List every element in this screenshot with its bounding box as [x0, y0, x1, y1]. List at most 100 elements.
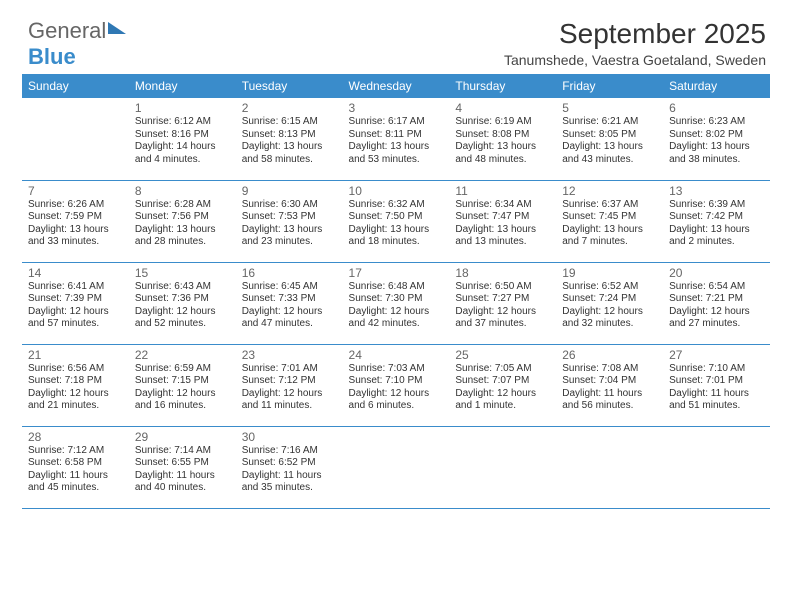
day-number: 11: [455, 184, 550, 198]
sunrise-text: Sunrise: 6:43 AM: [135, 281, 230, 294]
logo: General Blue: [28, 18, 126, 70]
sunrise-text: Sunrise: 6:50 AM: [455, 281, 550, 294]
daylight-text: Daylight: 12 hours and 16 minutes.: [135, 388, 230, 413]
day-number: 27: [669, 348, 764, 362]
day-cell: 16Sunrise: 6:45 AMSunset: 7:33 PMDayligh…: [236, 262, 343, 344]
sunset-text: Sunset: 8:05 PM: [562, 129, 657, 142]
day-number: 16: [242, 266, 337, 280]
col-saturday: Saturday: [663, 74, 770, 98]
sunset-text: Sunset: 7:56 PM: [135, 211, 230, 224]
sunrise-text: Sunrise: 7:05 AM: [455, 363, 550, 376]
calendar-page: General Blue September 2025 Tanumshede, …: [0, 0, 792, 612]
day-details: Sunrise: 7:03 AMSunset: 7:10 PMDaylight:…: [349, 363, 444, 413]
week-row: 28Sunrise: 7:12 AMSunset: 6:58 PMDayligh…: [22, 426, 770, 508]
day-number: 26: [562, 348, 657, 362]
sunrise-text: Sunrise: 6:28 AM: [135, 199, 230, 212]
week-row: 7Sunrise: 6:26 AMSunset: 7:59 PMDaylight…: [22, 180, 770, 262]
daylight-text: Daylight: 13 hours and 53 minutes.: [349, 141, 444, 166]
daylight-text: Daylight: 13 hours and 38 minutes.: [669, 141, 764, 166]
sunset-text: Sunset: 7:01 PM: [669, 375, 764, 388]
daylight-text: Daylight: 11 hours and 56 minutes.: [562, 388, 657, 413]
day-number: 22: [135, 348, 230, 362]
day-cell: 25Sunrise: 7:05 AMSunset: 7:07 PMDayligh…: [449, 344, 556, 426]
day-details: Sunrise: 7:01 AMSunset: 7:12 PMDaylight:…: [242, 363, 337, 413]
day-details: Sunrise: 6:41 AMSunset: 7:39 PMDaylight:…: [28, 281, 123, 331]
day-cell: 4Sunrise: 6:19 AMSunset: 8:08 PMDaylight…: [449, 98, 556, 180]
day-details: Sunrise: 7:14 AMSunset: 6:55 PMDaylight:…: [135, 445, 230, 495]
daylight-text: Daylight: 12 hours and 32 minutes.: [562, 306, 657, 331]
day-number: 17: [349, 266, 444, 280]
sunset-text: Sunset: 7:50 PM: [349, 211, 444, 224]
day-number: 12: [562, 184, 657, 198]
day-details: Sunrise: 6:15 AMSunset: 8:13 PMDaylight:…: [242, 116, 337, 166]
sunset-text: Sunset: 7:04 PM: [562, 375, 657, 388]
sunrise-text: Sunrise: 6:30 AM: [242, 199, 337, 212]
day-cell: 28Sunrise: 7:12 AMSunset: 6:58 PMDayligh…: [22, 426, 129, 508]
sunset-text: Sunset: 6:55 PM: [135, 457, 230, 470]
sunset-text: Sunset: 8:08 PM: [455, 129, 550, 142]
day-number: 2: [242, 101, 337, 115]
logo-triangle-icon: [108, 22, 126, 34]
sunset-text: Sunset: 7:24 PM: [562, 293, 657, 306]
day-details: Sunrise: 6:45 AMSunset: 7:33 PMDaylight:…: [242, 281, 337, 331]
day-number: 29: [135, 430, 230, 444]
daylight-text: Daylight: 13 hours and 18 minutes.: [349, 224, 444, 249]
day-number: 3: [349, 101, 444, 115]
day-number: 9: [242, 184, 337, 198]
day-number: 18: [455, 266, 550, 280]
sunrise-text: Sunrise: 7:16 AM: [242, 445, 337, 458]
day-number: 19: [562, 266, 657, 280]
sunrise-text: Sunrise: 6:59 AM: [135, 363, 230, 376]
day-number: 23: [242, 348, 337, 362]
sunrise-text: Sunrise: 6:17 AM: [349, 116, 444, 129]
sunset-text: Sunset: 7:33 PM: [242, 293, 337, 306]
daylight-text: Daylight: 12 hours and 57 minutes.: [28, 306, 123, 331]
daylight-text: Daylight: 12 hours and 1 minute.: [455, 388, 550, 413]
day-details: Sunrise: 6:59 AMSunset: 7:15 PMDaylight:…: [135, 363, 230, 413]
sunset-text: Sunset: 7:15 PM: [135, 375, 230, 388]
sunrise-text: Sunrise: 6:21 AM: [562, 116, 657, 129]
day-number: 4: [455, 101, 550, 115]
day-number: 14: [28, 266, 123, 280]
sunset-text: Sunset: 7:47 PM: [455, 211, 550, 224]
sunset-text: Sunset: 7:30 PM: [349, 293, 444, 306]
day-cell: 20Sunrise: 6:54 AMSunset: 7:21 PMDayligh…: [663, 262, 770, 344]
day-cell: [22, 98, 129, 180]
sunset-text: Sunset: 7:36 PM: [135, 293, 230, 306]
sunset-text: Sunset: 8:13 PM: [242, 129, 337, 142]
day-details: Sunrise: 6:48 AMSunset: 7:30 PMDaylight:…: [349, 281, 444, 331]
sunset-text: Sunset: 7:45 PM: [562, 211, 657, 224]
day-cell: 23Sunrise: 7:01 AMSunset: 7:12 PMDayligh…: [236, 344, 343, 426]
day-cell: 19Sunrise: 6:52 AMSunset: 7:24 PMDayligh…: [556, 262, 663, 344]
day-cell: 1Sunrise: 6:12 AMSunset: 8:16 PMDaylight…: [129, 98, 236, 180]
day-number: 5: [562, 101, 657, 115]
col-thursday: Thursday: [449, 74, 556, 98]
daylight-text: Daylight: 12 hours and 21 minutes.: [28, 388, 123, 413]
day-details: Sunrise: 6:17 AMSunset: 8:11 PMDaylight:…: [349, 116, 444, 166]
daylight-text: Daylight: 13 hours and 43 minutes.: [562, 141, 657, 166]
sunrise-text: Sunrise: 6:54 AM: [669, 281, 764, 294]
day-details: Sunrise: 6:23 AMSunset: 8:02 PMDaylight:…: [669, 116, 764, 166]
day-cell: 17Sunrise: 6:48 AMSunset: 7:30 PMDayligh…: [343, 262, 450, 344]
sunrise-text: Sunrise: 7:10 AM: [669, 363, 764, 376]
sunset-text: Sunset: 7:12 PM: [242, 375, 337, 388]
day-cell: 14Sunrise: 6:41 AMSunset: 7:39 PMDayligh…: [22, 262, 129, 344]
day-cell: 12Sunrise: 6:37 AMSunset: 7:45 PMDayligh…: [556, 180, 663, 262]
sunrise-text: Sunrise: 7:08 AM: [562, 363, 657, 376]
day-details: Sunrise: 7:05 AMSunset: 7:07 PMDaylight:…: [455, 363, 550, 413]
day-details: Sunrise: 6:37 AMSunset: 7:45 PMDaylight:…: [562, 199, 657, 249]
day-cell: [343, 426, 450, 508]
day-cell: [556, 426, 663, 508]
day-cell: 3Sunrise: 6:17 AMSunset: 8:11 PMDaylight…: [343, 98, 450, 180]
week-row: 14Sunrise: 6:41 AMSunset: 7:39 PMDayligh…: [22, 262, 770, 344]
day-number: 28: [28, 430, 123, 444]
day-cell: 24Sunrise: 7:03 AMSunset: 7:10 PMDayligh…: [343, 344, 450, 426]
sunset-text: Sunset: 7:18 PM: [28, 375, 123, 388]
sunrise-text: Sunrise: 6:19 AM: [455, 116, 550, 129]
daylight-text: Daylight: 13 hours and 13 minutes.: [455, 224, 550, 249]
location: Tanumshede, Vaestra Goetaland, Sweden: [22, 52, 766, 68]
daylight-text: Daylight: 13 hours and 7 minutes.: [562, 224, 657, 249]
day-details: Sunrise: 6:19 AMSunset: 8:08 PMDaylight:…: [455, 116, 550, 166]
sunset-text: Sunset: 7:42 PM: [669, 211, 764, 224]
day-details: Sunrise: 7:08 AMSunset: 7:04 PMDaylight:…: [562, 363, 657, 413]
